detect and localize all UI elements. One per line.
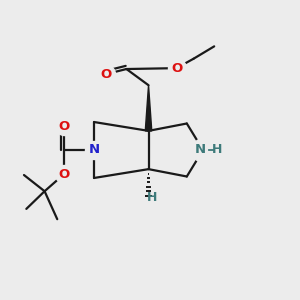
- Text: N: N: [195, 143, 206, 157]
- Text: N: N: [88, 143, 100, 157]
- Text: H: H: [212, 143, 222, 157]
- Text: O: O: [171, 61, 182, 75]
- Text: O: O: [101, 68, 112, 80]
- Text: O: O: [58, 120, 70, 133]
- Polygon shape: [145, 85, 152, 131]
- Text: O: O: [58, 168, 70, 181]
- Text: H: H: [147, 190, 157, 204]
